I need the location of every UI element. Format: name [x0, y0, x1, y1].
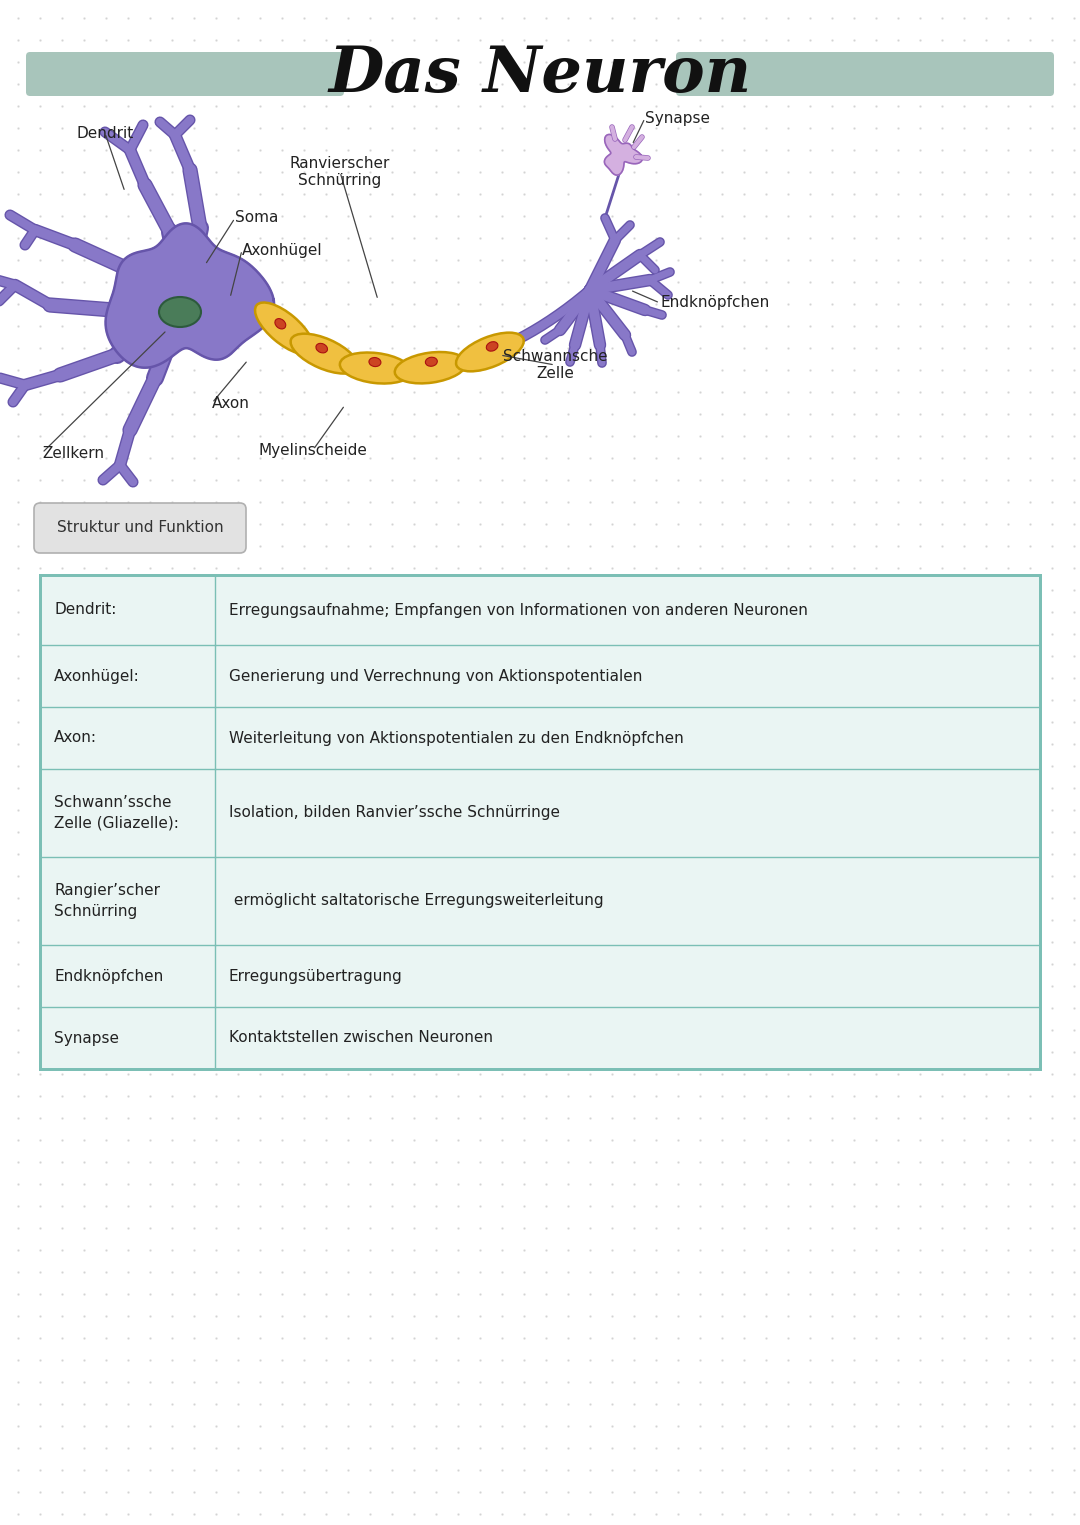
- Text: Schwannʼssche
Zelle (Gliazelle):: Schwannʼssche Zelle (Gliazelle):: [54, 795, 179, 831]
- Text: Schwannsche
Zelle: Schwannsche Zelle: [502, 349, 607, 381]
- Text: Erregungsaufnahme; Empfangen von Informationen von anderen Neuronen: Erregungsaufnahme; Empfangen von Informa…: [229, 602, 808, 618]
- Text: Endknöpfchen: Endknöpfchen: [54, 968, 163, 984]
- Text: ermöglicht saltatorische Erregungsweiterleitung: ermöglicht saltatorische Erregungsweiter…: [229, 894, 604, 909]
- Text: Axonhügel:: Axonhügel:: [54, 668, 139, 683]
- Ellipse shape: [426, 357, 437, 366]
- FancyBboxPatch shape: [676, 52, 1054, 96]
- Text: Kontaktstellen zwischen Neuronen: Kontaktstellen zwischen Neuronen: [229, 1031, 492, 1046]
- Ellipse shape: [369, 357, 381, 366]
- Polygon shape: [605, 134, 643, 175]
- Text: Rangierʼscher
Schnürring: Rangierʼscher Schnürring: [54, 883, 160, 920]
- Text: Synapse: Synapse: [54, 1031, 119, 1046]
- Text: Soma: Soma: [235, 210, 279, 226]
- Text: Axon:: Axon:: [54, 730, 97, 746]
- FancyBboxPatch shape: [40, 575, 1040, 1069]
- Text: Erregungsübertragung: Erregungsübertragung: [229, 968, 403, 984]
- Text: Zellkern: Zellkern: [42, 445, 104, 461]
- Text: Myelinscheide: Myelinscheide: [258, 442, 367, 457]
- Polygon shape: [106, 223, 274, 368]
- Text: Dendrit:: Dendrit:: [54, 602, 117, 618]
- Text: Dendrit: Dendrit: [77, 125, 134, 140]
- Ellipse shape: [275, 319, 286, 329]
- Ellipse shape: [486, 342, 498, 351]
- Ellipse shape: [395, 352, 467, 383]
- Text: Endknöpfchen: Endknöpfchen: [660, 296, 769, 311]
- Text: Struktur und Funktion: Struktur und Funktion: [56, 520, 224, 535]
- FancyBboxPatch shape: [33, 503, 246, 554]
- Text: Generierung und Verrechnung von Aktionspotentialen: Generierung und Verrechnung von Aktionsp…: [229, 668, 643, 683]
- Text: Weiterleitung von Aktionspotentialen zu den Endknöpfchen: Weiterleitung von Aktionspotentialen zu …: [229, 730, 684, 746]
- FancyBboxPatch shape: [26, 52, 345, 96]
- Ellipse shape: [340, 352, 411, 383]
- Ellipse shape: [159, 297, 201, 326]
- Ellipse shape: [291, 334, 357, 374]
- Ellipse shape: [316, 343, 327, 352]
- Text: Ranvierscher
Schnürring: Ranvierscher Schnürring: [289, 156, 390, 188]
- Ellipse shape: [456, 332, 524, 371]
- Text: Synapse: Synapse: [645, 110, 710, 125]
- Ellipse shape: [255, 302, 313, 354]
- Text: Axon: Axon: [212, 395, 249, 410]
- Text: Das Neuron: Das Neuron: [328, 44, 752, 105]
- Text: Isolation, bilden Ranvierʼssche Schnürringe: Isolation, bilden Ranvierʼssche Schnürri…: [229, 805, 561, 820]
- Text: Axonhügel: Axonhügel: [242, 242, 323, 258]
